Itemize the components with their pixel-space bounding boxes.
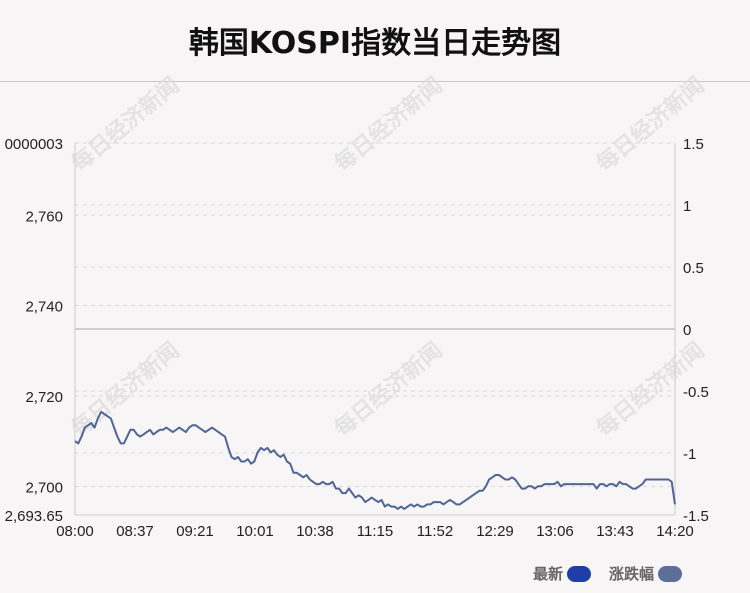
watermark-text-4: 每日经济新闻 xyxy=(330,337,448,442)
y-left-tick-label: 0000003 xyxy=(5,136,63,153)
y-right-tick-label: 0.5 xyxy=(683,260,704,277)
watermark-text-3: 每日经济新闻 xyxy=(67,337,185,442)
watermark-text-0: 每日经济新闻 xyxy=(67,72,185,177)
watermark-text-2: 每日经济新闻 xyxy=(592,72,710,177)
series-layer xyxy=(74,410,676,510)
legend-item-latest[interactable]: 最新 xyxy=(533,563,592,584)
y-left-tick-label: 2,740 xyxy=(25,299,63,316)
watermark-text-1: 每日经济新闻 xyxy=(330,72,448,177)
x-tick-label: 14:20 xyxy=(656,523,694,540)
x-tick-label: 12:29 xyxy=(476,523,514,540)
x-tick-label: 11:15 xyxy=(357,523,393,540)
y-left-tick-label: 2,693.65 xyxy=(5,508,63,525)
x-tick-label: 10:38 xyxy=(296,523,334,540)
x-tick-label: 09:21 xyxy=(176,523,214,540)
x-tick-label: 10:01 xyxy=(236,523,274,540)
y-right-tick-label: -0.5 xyxy=(683,384,709,401)
x-tick-label: 13:06 xyxy=(536,523,574,540)
x-tick-label: 08:37 xyxy=(116,523,154,540)
title-divider xyxy=(0,81,750,82)
y-right-tick-label: -1 xyxy=(683,446,696,463)
x-tick-label: 13:43 xyxy=(596,523,634,540)
y-left-tick-label: 2,760 xyxy=(25,208,63,225)
legend-swatch-latest xyxy=(567,565,592,582)
y-left-tick-label: 2,720 xyxy=(25,389,63,406)
axes-layer xyxy=(74,143,676,516)
x-tick-label: 11:52 xyxy=(417,523,453,540)
x-tick-label: 08:00 xyxy=(56,523,94,540)
y-right-tick-label: 0 xyxy=(683,322,691,339)
grid-layer xyxy=(75,142,675,516)
y-right-tick-label: -1.5 xyxy=(683,508,709,525)
y-right-tick-label: 1.5 xyxy=(683,136,704,153)
legend-swatch-change xyxy=(658,565,683,582)
y-right-tick-label: 1 xyxy=(683,198,691,215)
legend-label-latest: 最新 xyxy=(533,565,564,583)
chart-title: 韩国KOSPI指数当日走势图 xyxy=(188,26,562,61)
series-line-0 xyxy=(74,410,676,510)
y-left-tick-label: 2,700 xyxy=(25,479,63,496)
legend-item-change[interactable]: 涨跌幅 xyxy=(609,563,683,584)
tick-labels-layer: 2,693.65 2,700 2,720 2,740 2,760 0000003 -1.5 -… xyxy=(5,136,709,540)
legend-label-change: 涨跌幅 xyxy=(609,565,655,583)
